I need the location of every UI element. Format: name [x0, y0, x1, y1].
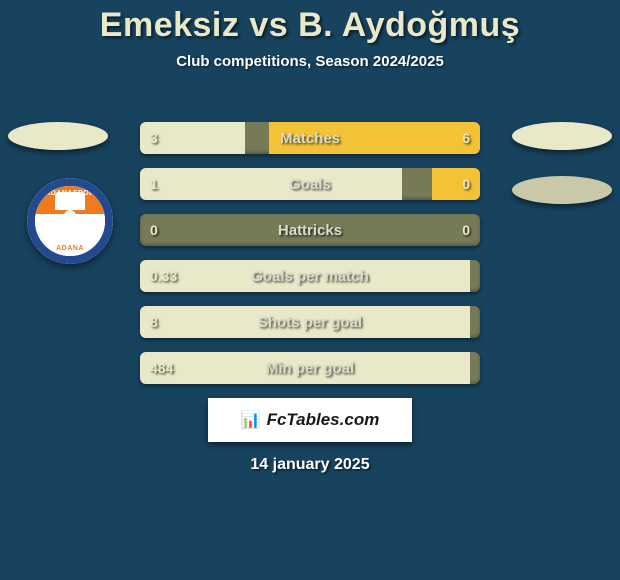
brand-text: FcTables.com: [267, 410, 380, 430]
right-player-shape-2: [512, 176, 612, 204]
bar-label: Hattricks: [140, 214, 480, 246]
club-badge-band-mid: [35, 214, 105, 228]
date-label: 14 january 2025: [250, 456, 369, 474]
bar-row: Hattricks0 0: [140, 214, 480, 246]
bar-label: Shots per goal: [140, 306, 480, 338]
bar-value-right: 0: [452, 214, 480, 246]
bar-label: Matches: [140, 122, 480, 154]
bar-label: Goals: [140, 168, 480, 200]
bar-row: Matches3 6: [140, 122, 480, 154]
content-root: Emeksiz vs B. Aydoğmuş Club competitions…: [0, 0, 620, 580]
brand-logo-icon: 📊: [241, 410, 261, 430]
bar-row: Min per goal484: [140, 352, 480, 384]
right-player-shape-1: [512, 122, 612, 150]
bar-row: Goals1 0: [140, 168, 480, 200]
club-badge: ADANASPOR ADANA: [27, 178, 113, 264]
bar-value-right: 6: [452, 122, 480, 154]
club-badge-sun-icon: [64, 210, 76, 216]
page-subtitle: Club competitions, Season 2024/2025: [176, 53, 444, 70]
bar-value-left: 484: [140, 352, 183, 384]
club-badge-inner: ADANASPOR ADANA: [35, 186, 105, 256]
bar-row: Shots per goal8: [140, 306, 480, 338]
bar-label: Goals per match: [140, 260, 480, 292]
bar-value-left: 8: [140, 306, 168, 338]
bar-value-right: 0: [452, 168, 480, 200]
bar-value-left: 1: [140, 168, 168, 200]
bar-row: Goals per match0.33: [140, 260, 480, 292]
bar-label: Min per goal: [140, 352, 480, 384]
brand-box[interactable]: 📊 FcTables.com: [208, 398, 412, 442]
club-badge-bottom-text: ADANA: [35, 245, 105, 252]
bar-value-left: 0: [140, 214, 168, 246]
left-player-shape: [8, 122, 108, 150]
bar-value-left: 3: [140, 122, 168, 154]
bar-value-left: 0.33: [140, 260, 187, 292]
comparison-bars: Matches36Goals10Hattricks00Goals per mat…: [140, 122, 480, 384]
club-badge-top-text: ADANASPOR: [35, 190, 105, 197]
page-title: Emeksiz vs B. Aydoğmuş: [100, 6, 520, 45]
